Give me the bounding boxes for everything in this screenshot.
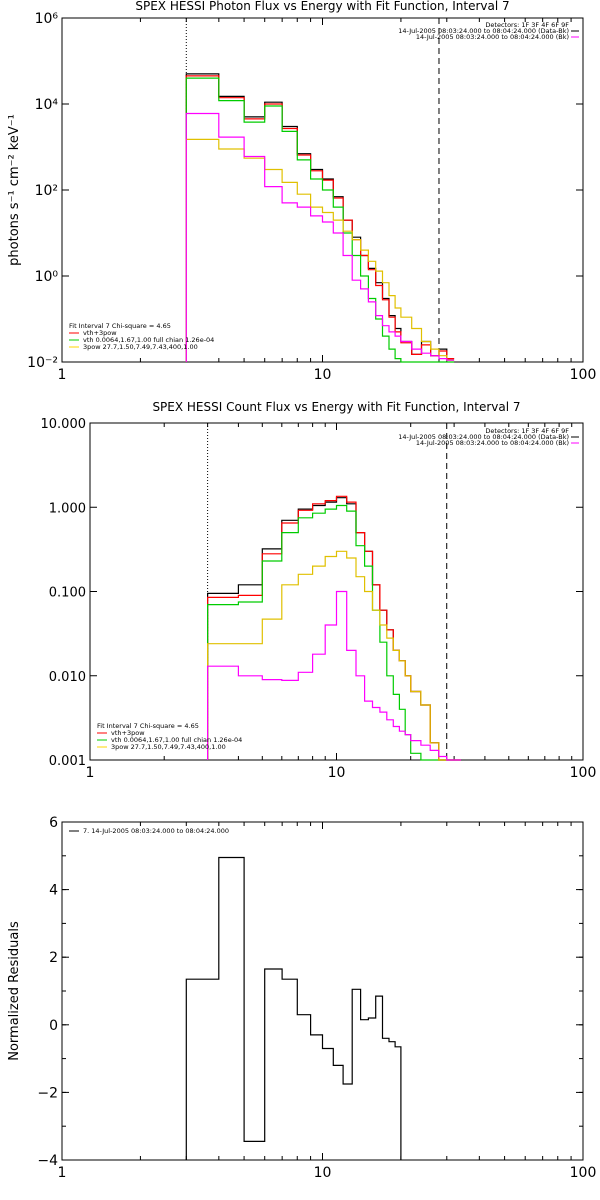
count-header-line: 14-Jul-2005 08:03:24.000 to 08:04:24.000…	[398, 433, 569, 441]
photon-legend-label: vth 0.0064,1.67,1.00 full chian 1.26e-04	[83, 336, 214, 344]
count-series-2-line	[207, 504, 461, 761]
residuals-y-tick-label: 4	[49, 883, 58, 899]
residuals-y-tick-label: −4	[37, 1153, 58, 1169]
count-legend-label: vth+3pow	[111, 729, 145, 737]
count-series-1-line	[207, 495, 461, 761]
photon-series-2-line	[185, 77, 455, 363]
residuals-axes-frame	[61, 821, 584, 1161]
residuals-series-0-line	[185, 856, 402, 1160]
photon-header-line: Detectors: 1F 3F 4F 6F 9F	[485, 21, 569, 29]
residuals-y-tick-label: 2	[49, 950, 58, 966]
count-series-4-line	[207, 590, 461, 761]
count-y-tick-label: 0.010	[49, 670, 86, 685]
count-legend-title: Fit Interval 7 Chi-square = 4.65	[97, 722, 199, 730]
count-legend-label: vth 0.0064,1.67,1.00 full chian 1.26e-04	[111, 736, 242, 744]
residuals-x-tick-label: 100	[570, 1165, 597, 1181]
residuals-legend-label: 7. 14-Jul-2005 08:03:24.000 to 08:04:24.…	[83, 827, 229, 835]
photon-y-tick-label: 10⁻²	[27, 355, 58, 371]
photon-x-tick-label: 1	[58, 367, 67, 383]
photon-x-tick-label: 100	[570, 367, 597, 383]
residuals-y-tick-label: 6	[49, 815, 58, 831]
count-header-line: 14-Jul-2005 08:03:24.000 to 08:04:24.000…	[416, 439, 569, 447]
count-series-0-line	[207, 497, 461, 761]
photon-series-0-line	[185, 73, 455, 362]
count-y-tick-label: 1.000	[49, 501, 86, 516]
residuals-y-tick-label: −2	[37, 1085, 58, 1101]
photon-y-tick-label: 10⁴	[35, 97, 59, 113]
count-legend-label: 3pow 27.7,1.50,7.49,7.43,400,1.00	[111, 743, 226, 751]
residuals-x-tick-label: 10	[314, 1165, 332, 1181]
count-y-tick-label: 10.000	[41, 417, 87, 432]
photon-y-tick-label: 10⁰	[35, 269, 59, 285]
residuals-y-axis-label: Normalized Residuals	[7, 921, 22, 1061]
photon-y-tick-label: 10²	[35, 183, 58, 199]
photon-x-tick-label: 10	[314, 367, 332, 383]
count-x-tick-label: 10	[328, 765, 346, 781]
photon-title: SPEX HESSI Photon Flux vs Energy with Fi…	[135, 0, 509, 13]
count-x-tick-label: 100	[570, 765, 597, 781]
photon-legend-title: Fit Interval 7 Chi-square = 4.65	[69, 322, 171, 330]
photon-legend-label: vth+3pow	[83, 329, 117, 337]
count-series-3-line	[207, 550, 461, 761]
count-title: SPEX HESSI Count Flux vs Energy with Fit…	[152, 400, 520, 414]
count-header-line: Detectors: 1F 3F 4F 6F 9F	[485, 427, 569, 435]
photon-series-3-line	[185, 138, 455, 362]
photon-header-line: 14-Jul-2005 08:03:24.000 to 08:04:24.000…	[416, 33, 569, 41]
photon-series-4-line	[185, 112, 455, 362]
count-y-tick-label: 0.001	[49, 754, 86, 769]
count-x-tick-label: 1	[86, 765, 95, 781]
photon-series-1-line	[185, 75, 455, 362]
residuals-x-tick-label: 1	[58, 1165, 67, 1181]
photon-y-axis-label: photons s⁻¹ cm⁻² keV⁻¹	[7, 114, 22, 266]
photon-y-tick-label: 10⁶	[35, 11, 59, 27]
photon-header-line: 14-Jul-2005 08:03:24.000 to 08:04:24.000…	[398, 27, 569, 35]
count-y-tick-label: 0.100	[49, 586, 86, 601]
residuals-y-tick-label: 0	[49, 1018, 58, 1034]
photon-legend-label: 3pow 27.7,1.50,7.49,7.43,400,1.00	[83, 343, 198, 351]
